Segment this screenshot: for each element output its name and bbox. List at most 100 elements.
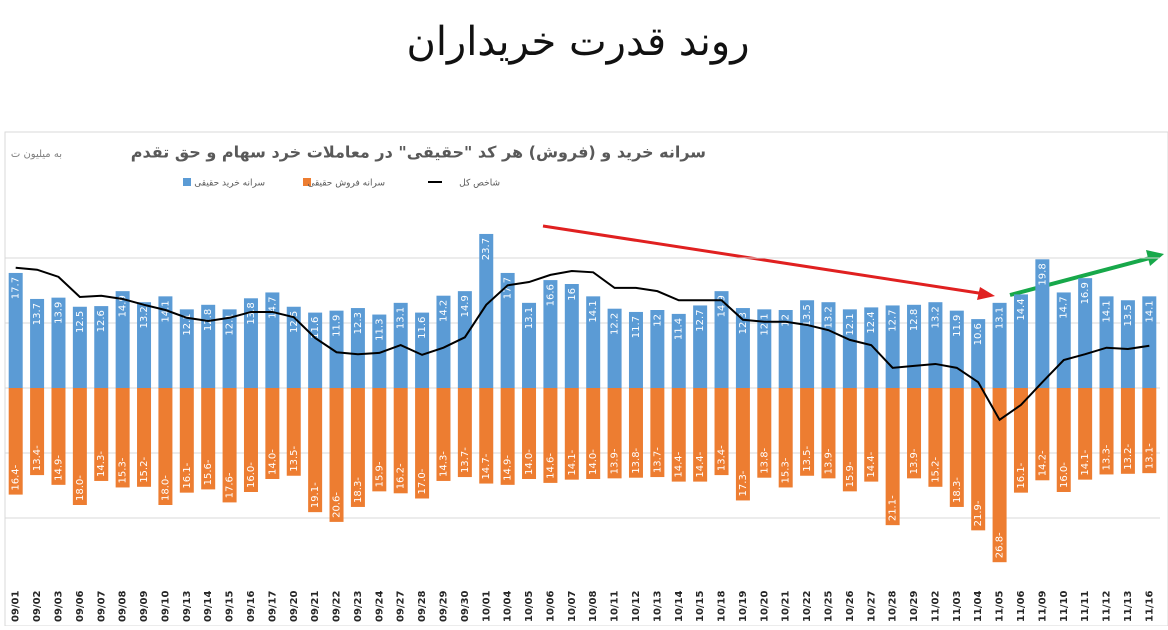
- bar: [671, 388, 686, 482]
- data-label: 15.9-: [374, 461, 385, 487]
- data-label: 12.2: [610, 313, 621, 335]
- x-tick-label: 09/21: [310, 590, 321, 622]
- data-label: 14.1: [1102, 300, 1113, 322]
- x-tick-label: 09/20: [289, 590, 300, 622]
- x-tick-label: 10/25: [823, 590, 834, 622]
- bar: [51, 388, 66, 485]
- data-label: 14.4: [1016, 298, 1027, 320]
- bar: [30, 388, 45, 476]
- data-label: 12: [781, 314, 792, 327]
- bar: [393, 388, 408, 494]
- data-label: 11.9: [952, 315, 963, 337]
- data-label: 14.1: [588, 300, 599, 322]
- data-label: 13.9-: [909, 448, 920, 474]
- data-label: 16.2-: [396, 463, 407, 489]
- bar: [1013, 294, 1028, 388]
- legend-swatch: [183, 178, 191, 186]
- data-label: 17.7: [11, 277, 22, 299]
- x-tick-label: 09/17: [267, 590, 278, 622]
- bar: [372, 314, 387, 388]
- bar: [543, 388, 558, 483]
- bar: [971, 388, 986, 531]
- data-label: 14.9-: [53, 455, 64, 481]
- bar: [821, 388, 836, 479]
- bar: [564, 388, 579, 480]
- data-label: 14.0-: [588, 449, 599, 475]
- data-label: 14.7: [1059, 296, 1070, 318]
- bar: [607, 388, 622, 479]
- bar: [757, 309, 772, 388]
- data-label: 12.1: [225, 313, 236, 335]
- data-label: 20.6-: [332, 492, 343, 518]
- bar: [286, 306, 301, 388]
- bar: [286, 388, 301, 476]
- x-tick-label: 09/29: [438, 590, 449, 622]
- bar: [757, 388, 772, 478]
- bar: [179, 309, 194, 388]
- data-label: 11.3: [374, 319, 385, 341]
- x-tick-label: 09/10: [160, 590, 171, 622]
- x-tick-label: 10/12: [631, 590, 642, 622]
- x-tick-label: 09/13: [182, 590, 193, 622]
- data-label: 18.0-: [75, 475, 86, 501]
- data-label: 16.1-: [1016, 462, 1027, 488]
- x-tick-label: 11/09: [1037, 590, 1048, 622]
- bar: [1142, 388, 1157, 474]
- x-tick-label: 09/03: [53, 590, 64, 622]
- bar: [842, 309, 857, 388]
- bar: [1078, 278, 1093, 388]
- x-tick-label: 10/20: [759, 590, 770, 622]
- bar: [992, 302, 1007, 388]
- x-tick-label: 10/01: [481, 590, 492, 622]
- x-tick-label: 10/28: [888, 590, 899, 622]
- bar: [650, 310, 665, 388]
- data-label: 14.3-: [438, 451, 449, 477]
- x-tick-label: 11/02: [930, 590, 941, 622]
- bar: [1056, 388, 1071, 492]
- bar: [864, 307, 879, 388]
- bar: [265, 388, 280, 479]
- bar: [158, 388, 173, 505]
- x-tick-label: 09/02: [32, 590, 43, 622]
- bar: [522, 388, 537, 479]
- bar: [949, 310, 964, 388]
- data-label: 14.9: [118, 295, 129, 317]
- x-tick-label: 09/06: [75, 590, 86, 622]
- data-label: 13.1: [396, 307, 407, 329]
- x-tick-label: 10/11: [610, 590, 621, 622]
- data-label: 14.2-: [1037, 450, 1048, 476]
- bar: [243, 298, 258, 388]
- x-tick-label: 11/11: [1080, 590, 1091, 622]
- data-label: 16.9: [1080, 282, 1091, 304]
- down-arrow: [542, 224, 986, 296]
- x-tick-label: 09/22: [332, 590, 343, 622]
- bar: [628, 311, 643, 388]
- bar: [714, 291, 729, 388]
- bar: [308, 388, 323, 513]
- data-label: 12.3: [353, 312, 364, 334]
- data-label: 11.7: [631, 316, 642, 338]
- data-label: 14.1: [1144, 300, 1155, 322]
- data-label: 17.6-: [225, 472, 236, 498]
- bar: [94, 388, 109, 481]
- data-label: 13.5-: [802, 445, 813, 471]
- x-tick-label: 09/27: [396, 590, 407, 622]
- bar: [800, 300, 815, 388]
- data-label: 13.1: [524, 307, 535, 329]
- bar: [1013, 388, 1028, 493]
- data-label: 12.4: [866, 311, 877, 333]
- x-tick-label: 09/01: [11, 590, 22, 622]
- x-tick-label: 09/14: [203, 590, 214, 622]
- bar: [201, 304, 216, 388]
- index-line: [15, 266, 1150, 422]
- bar: [735, 388, 750, 501]
- x-tick-label: 10/08: [588, 590, 599, 622]
- data-label: 15.3-: [781, 457, 792, 483]
- data-label: 13.1: [995, 307, 1006, 329]
- bar: [693, 305, 708, 388]
- data-label: 17.3-: [738, 470, 749, 496]
- bar: [1035, 259, 1050, 388]
- bar: [350, 308, 365, 388]
- x-tick-label: 09/15: [225, 590, 236, 622]
- data-label: 10.6: [973, 323, 984, 345]
